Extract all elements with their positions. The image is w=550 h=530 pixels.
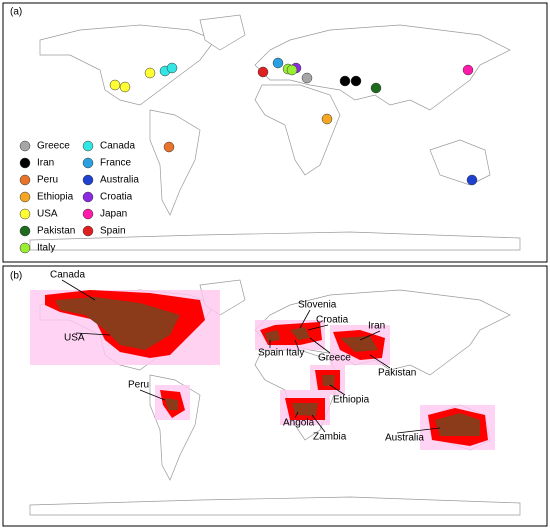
legend-label: Japan (100, 209, 127, 220)
legend-swatch (19, 140, 31, 152)
leader-line (307, 324, 329, 331)
region-label: Slovenia (298, 300, 337, 311)
legend-swatch (19, 191, 31, 203)
region-label: Peru (128, 380, 149, 391)
legend-swatch (19, 157, 31, 169)
legend-swatch (19, 174, 31, 186)
legend-label: Pakistan (37, 226, 75, 237)
leader-line (75, 332, 111, 336)
leader-line (311, 414, 326, 433)
site-marker (166, 62, 178, 74)
region-label: Canada (50, 270, 85, 281)
suitability-regions (30, 290, 495, 450)
region-label: Australia (385, 433, 424, 444)
legend-label: Iran (37, 158, 54, 169)
site-marker (144, 67, 156, 79)
legend-swatch (82, 174, 94, 186)
region-label: Angola (283, 418, 315, 429)
site-marker (272, 57, 284, 69)
site-marker (462, 64, 474, 76)
region-label: Zambia (313, 432, 347, 443)
region-label: Italy (286, 348, 304, 359)
legend-label: Ethiopia (37, 192, 74, 203)
region-label: Greece (318, 353, 351, 364)
region-label: Ethiopia (333, 395, 370, 406)
leader-line (309, 337, 331, 354)
site-marker (321, 113, 333, 125)
region-label: Pakistan (378, 368, 416, 379)
legend-label: France (100, 158, 132, 169)
legend-label: Croatia (100, 192, 133, 203)
legend-label: USA (37, 209, 58, 220)
site-marker (109, 79, 121, 91)
site-marker (466, 174, 478, 186)
panel-frame (2, 265, 548, 527)
leader-line (294, 411, 299, 419)
leader-line (61, 279, 96, 301)
leader-line (369, 354, 391, 369)
legend-label: Italy (37, 243, 55, 254)
legend-swatch (82, 191, 94, 203)
legend-swatch (82, 157, 94, 169)
region-label: Spain (258, 348, 284, 359)
region-label: USA (64, 333, 85, 344)
legend-swatch (82, 140, 94, 152)
leader-line (294, 339, 299, 349)
site-marker (301, 72, 313, 84)
legend-label: Peru (37, 175, 58, 186)
site-marker (286, 64, 298, 76)
legend-swatch (19, 208, 31, 220)
panel-label: (a) (10, 7, 22, 18)
region-label: Croatia (316, 315, 349, 326)
legend-swatch (82, 225, 94, 237)
legend-swatch (19, 225, 31, 237)
region-label: Iran (368, 321, 385, 332)
legend-label: Australia (100, 175, 139, 186)
legend-swatch (19, 242, 31, 254)
site-marker (339, 75, 351, 87)
leader-line (359, 330, 381, 341)
leader-line (329, 384, 346, 396)
leader-line (139, 389, 166, 401)
site-marker (119, 81, 131, 93)
panel-label: (b) (10, 271, 22, 282)
leader-line (396, 427, 441, 434)
site-marker (350, 75, 362, 87)
site-marker (370, 82, 382, 94)
site-marker (163, 141, 175, 153)
leader-line (299, 309, 311, 329)
legend-swatch (82, 208, 94, 220)
site-marker (257, 66, 269, 78)
legend-label: Spain (100, 226, 126, 237)
legend-label: Greece (37, 141, 70, 152)
legend-label: Canada (100, 141, 135, 152)
panel-frame (2, 2, 548, 263)
